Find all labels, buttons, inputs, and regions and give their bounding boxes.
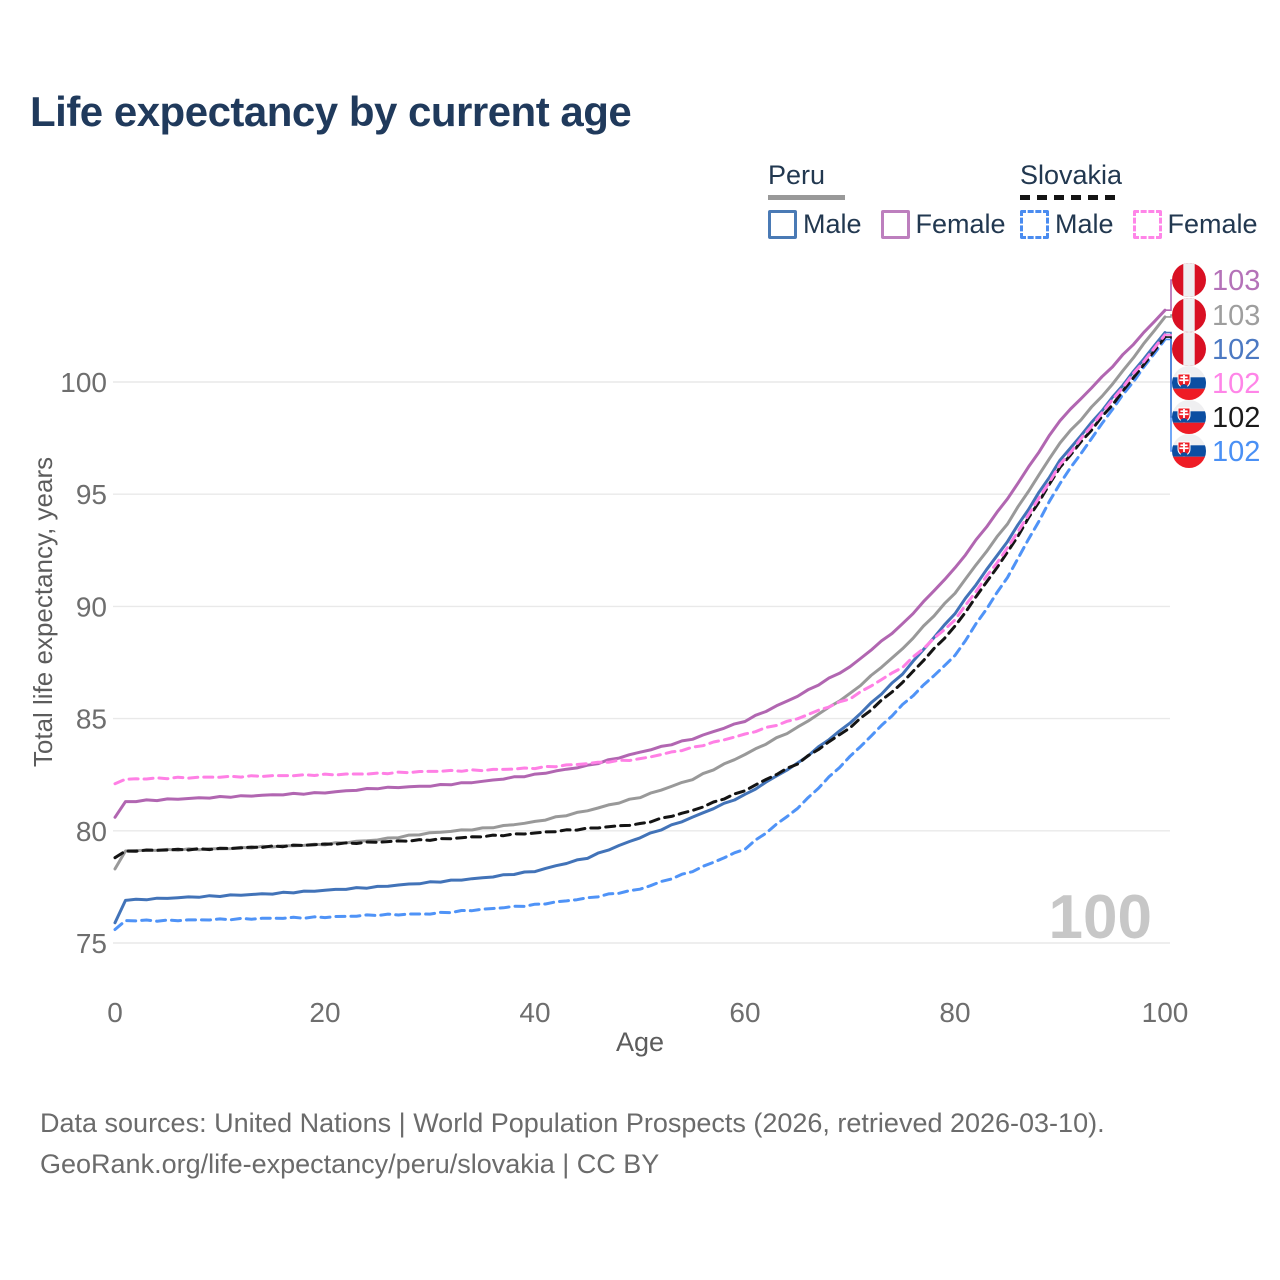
age-frame-watermark: 100	[1048, 883, 1152, 952]
end-value-label-peru_female: 103	[1212, 265, 1260, 297]
y-tick-label: 85	[76, 704, 107, 735]
legend-item-slovakia-female[interactable]: Female	[1132, 209, 1258, 240]
legend-slovakia-label[interactable]: Slovakia	[1020, 160, 1123, 190]
footer-source-line: Data sources: United Nations | World Pop…	[40, 1108, 1105, 1138]
legend-slovakia-female-label: Female	[1167, 209, 1258, 239]
y-tick-label: 75	[76, 928, 107, 959]
legend-peru-female-label: Female	[915, 209, 1006, 239]
y-tick-label: 80	[76, 816, 107, 847]
peru-female-swatch-icon	[880, 210, 910, 239]
series-slovakia_both[interactable]	[113, 335, 1167, 860]
slovakia-flag-icon	[1172, 366, 1206, 400]
y-tick-label: 90	[76, 591, 107, 622]
end-label-connector	[1165, 314, 1172, 318]
legend-item-peru-female[interactable]: Female	[880, 209, 1006, 240]
x-axis-title: Age	[616, 1027, 664, 1057]
peru-flag-icon	[1172, 332, 1206, 366]
end-label-connector	[1165, 338, 1172, 452]
slovakia-flag-icon	[1172, 400, 1206, 434]
end-value-label-slovakia_female: 102	[1212, 368, 1260, 400]
peru-flag-icon	[1172, 298, 1206, 332]
end-value-label-slovakia_male: 102	[1212, 436, 1260, 468]
footer: Data sources: United Nations | World Pop…	[40, 1103, 1105, 1185]
legend-item-slovakia-male[interactable]: Male	[1020, 209, 1114, 240]
peru-flag-icon	[1172, 263, 1206, 297]
y-tick-label: 100	[60, 367, 107, 398]
series-slovakia_female[interactable]	[113, 333, 1167, 786]
series-peru_both[interactable]	[113, 315, 1167, 871]
footer-url-line: GeoRank.org/life-expectancy/peru/slovaki…	[40, 1149, 660, 1179]
legend-peru-male-label: Male	[803, 209, 862, 239]
x-tick-label: 80	[939, 997, 970, 1028]
x-tick-label: 0	[107, 997, 123, 1028]
slovakia-line-swatch-icon	[1020, 195, 1122, 200]
legend-group-peru: Peru Male Female	[768, 160, 1006, 240]
page-title: Life expectancy by current age	[30, 88, 632, 135]
series-slovakia_male[interactable]	[113, 337, 1167, 931]
end-label-connector	[1165, 279, 1172, 311]
peru-line-swatch-icon	[768, 195, 845, 200]
x-tick-label: 40	[519, 997, 550, 1028]
slovakia-male-swatch-icon	[1020, 210, 1049, 239]
end-value-label-peru_both: 103	[1212, 300, 1260, 332]
slovakia-female-swatch-icon	[1132, 210, 1162, 239]
x-tick-label: 60	[729, 997, 760, 1028]
peru-male-swatch-icon	[768, 210, 797, 239]
x-tick-label: 20	[309, 997, 340, 1028]
series-peru_female[interactable]	[113, 308, 1167, 819]
legend-item-peru-male[interactable]: Male	[768, 209, 862, 240]
x-tick-label: 100	[1142, 997, 1189, 1028]
end-value-label-peru_male: 102	[1212, 334, 1260, 366]
end-value-label-slovakia_both: 102	[1212, 402, 1260, 434]
series-peru_male[interactable]	[113, 331, 1167, 925]
legend-group-slovakia: Slovakia Male Female	[1020, 160, 1258, 240]
slovakia-flag-icon	[1172, 434, 1206, 468]
y-axis-title: Total life expectancy, years	[28, 457, 58, 767]
legend-slovakia-male-label: Male	[1055, 209, 1114, 239]
y-tick-label: 95	[76, 479, 107, 510]
legend-peru-label[interactable]: Peru	[768, 160, 826, 190]
